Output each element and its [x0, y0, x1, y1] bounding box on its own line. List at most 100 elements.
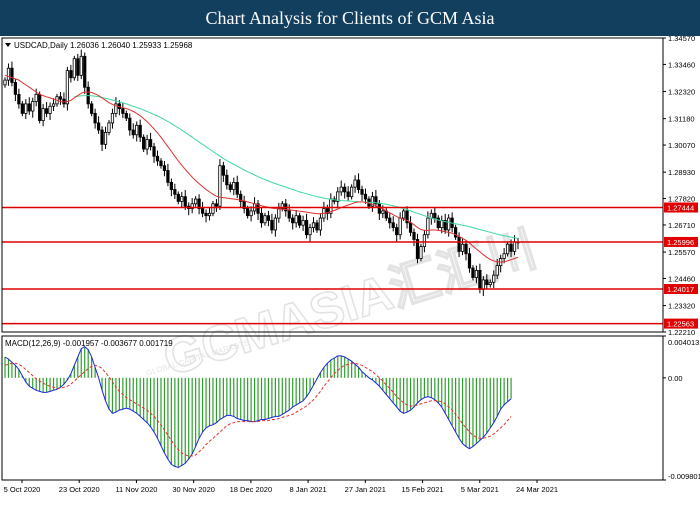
- candle-bear: [509, 243, 513, 252]
- candle-bull: [460, 243, 465, 252]
- candle-bear: [384, 210, 388, 219]
- candle-bull: [447, 217, 451, 231]
- candle-bear: [10, 67, 14, 83]
- candle-bear: [343, 186, 347, 193]
- candle-bear: [453, 227, 458, 238]
- chart-frame: USDCAD,Daily 1.26036 1.26040 1.25933 1.2…: [1, 34, 700, 494]
- candle-bear: [142, 136, 146, 150]
- candle-bear: [225, 174, 229, 186]
- candle-bear: [412, 231, 416, 240]
- candle-bear: [221, 165, 225, 176]
- candle-bear: [464, 243, 468, 255]
- candle-bear: [256, 203, 260, 214]
- level-badge: [664, 236, 698, 247]
- candle-bull: [350, 186, 354, 198]
- macd-header-label: MACD(12,26,9) -0.001957 -0.003677 0.0017…: [5, 339, 173, 348]
- candle-bull: [301, 220, 305, 226]
- candle-bear: [304, 220, 309, 236]
- level-badge-label: 1.27444: [667, 204, 694, 213]
- candle-bear: [325, 208, 329, 214]
- candle-bull: [145, 139, 149, 150]
- candle-bear: [90, 103, 94, 114]
- dropdown-triangle-icon: [5, 43, 11, 47]
- chart-area: GCMASIA汇汇川 GLOBAL CAPITAL MARKETS USDCAD…: [0, 34, 700, 500]
- chart-banner-title: Chart Analysis for Clients of GCM Asia: [0, 0, 700, 36]
- x-tick-label: 18 Dec 2020: [230, 485, 273, 494]
- candle-bear: [20, 103, 24, 114]
- ma-fast-line: [4, 74, 519, 263]
- candle-bear: [176, 193, 180, 202]
- candle-bear: [200, 208, 205, 214]
- macd-y-tick-label: -0.009801: [668, 472, 700, 481]
- candle-bear: [298, 215, 302, 226]
- x-tick-label: 8 Jan 2021: [290, 485, 327, 494]
- candle-bear: [169, 181, 173, 190]
- price-y-tick-label: 1.31180: [668, 115, 695, 124]
- candle-bear: [471, 267, 475, 278]
- macd-y-tick-label: 0.00: [668, 374, 683, 383]
- candle-bear: [159, 160, 163, 167]
- candle-bull: [110, 113, 115, 124]
- price-y-tick-label: 1.24460: [668, 274, 695, 283]
- candle-bull: [41, 108, 45, 121]
- candle-bear: [93, 113, 97, 124]
- ma-slow-line: [74, 95, 519, 239]
- x-tick-label: 5 Oct 2020: [4, 485, 41, 494]
- x-tick-label: 23 Oct 2020: [59, 485, 100, 494]
- candle-bull: [422, 234, 427, 248]
- candle-bull: [103, 132, 108, 145]
- x-tick-label: 5 Mar 2021: [461, 485, 499, 494]
- candle-bear: [148, 139, 153, 148]
- candle-bear: [408, 222, 413, 233]
- price-panel-border: [1, 37, 664, 333]
- candle-bear: [239, 193, 243, 202]
- candle-bull: [488, 281, 492, 286]
- candle-bull: [398, 217, 402, 236]
- candle-bull: [72, 58, 76, 79]
- price-y-tick-label: 1.22210: [668, 328, 695, 337]
- candle-bull: [336, 191, 340, 202]
- candle-bear: [346, 191, 350, 198]
- macd-y-tick-label: 0.004013: [668, 338, 699, 347]
- candle-bull: [211, 203, 215, 214]
- price-y-tick-label: 1.25570: [668, 248, 695, 257]
- candle-bull: [311, 222, 316, 228]
- candle-bear: [443, 220, 447, 231]
- candle-bear: [242, 201, 246, 209]
- macd-signal-line: [4, 362, 512, 457]
- candle-bear: [228, 184, 232, 190]
- candle-bear: [155, 155, 160, 162]
- candle-bear: [356, 179, 361, 190]
- candle-bull: [263, 215, 267, 224]
- candle-bull: [65, 70, 70, 105]
- candle-bear: [183, 196, 187, 207]
- candle-bull: [474, 269, 479, 278]
- candle-bull: [24, 103, 28, 114]
- candle-bear: [76, 58, 80, 76]
- candle-bear: [246, 208, 250, 217]
- candle-bear: [197, 198, 201, 209]
- candle-bull: [31, 101, 35, 112]
- candle-bull: [280, 203, 284, 209]
- candle-bear: [291, 217, 295, 224]
- candle-bull: [294, 215, 298, 224]
- candle-bull: [273, 217, 277, 231]
- candle-bull: [107, 122, 111, 133]
- candle-bear: [363, 193, 368, 200]
- candle-bear: [388, 217, 392, 224]
- candle-bull: [114, 103, 118, 114]
- candle-bear: [69, 70, 73, 79]
- candle-bull: [218, 165, 222, 207]
- candle-bear: [485, 279, 489, 286]
- candle-bear: [204, 212, 208, 217]
- candle-bear: [96, 122, 101, 131]
- level-badge: [664, 318, 698, 329]
- candle-bull: [180, 196, 184, 202]
- candle-bear: [100, 129, 104, 145]
- price-y-tick-label: 1.33460: [668, 60, 695, 69]
- candle-bear: [436, 217, 440, 228]
- candle-bull: [277, 208, 281, 219]
- candle-bull: [3, 79, 7, 86]
- candle-bull: [426, 217, 430, 236]
- candle-bull: [135, 124, 139, 136]
